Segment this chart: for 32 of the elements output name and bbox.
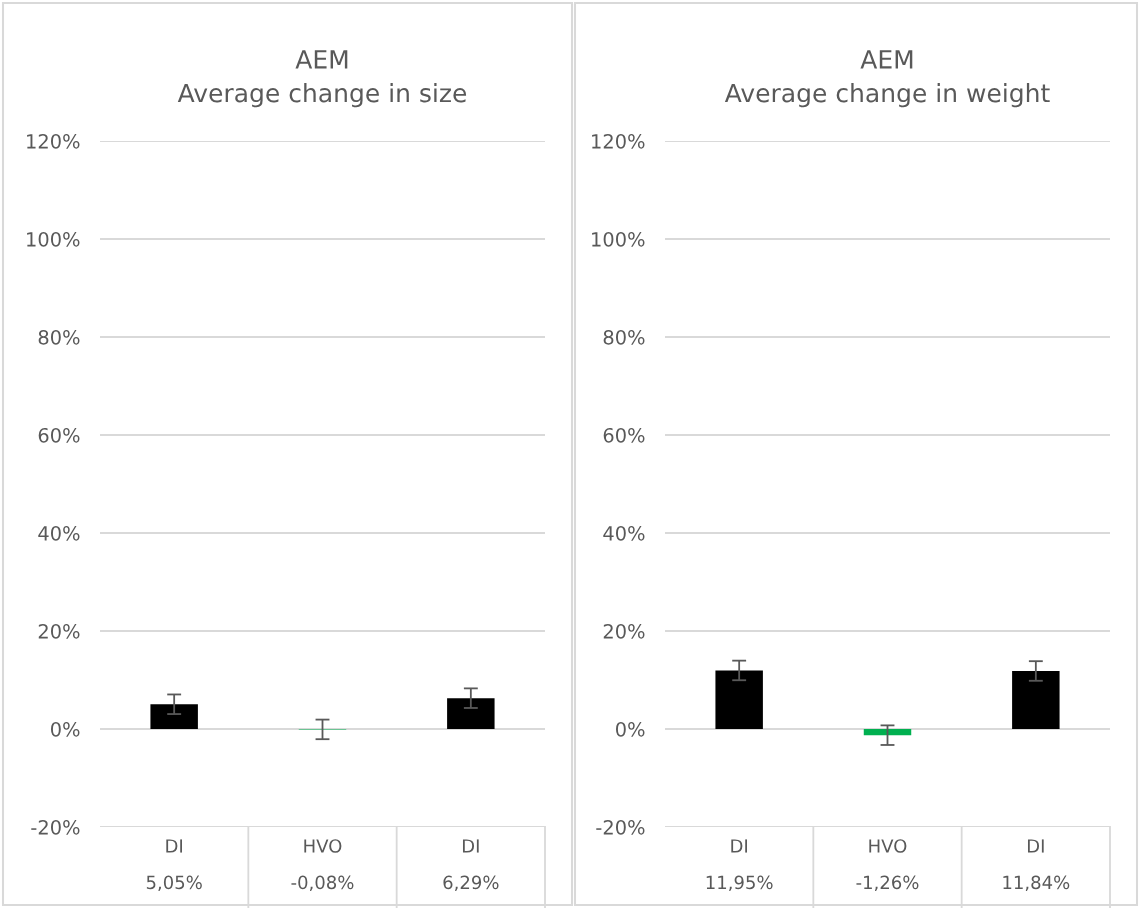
y-tick-label: -20% <box>31 819 80 835</box>
chart-title: AEM Average change in size <box>177 50 467 108</box>
y-tick-label: 60% <box>38 427 80 443</box>
x-tick-label: HVO <box>869 839 907 853</box>
y-tick-label: 100% <box>27 231 80 247</box>
y-tick-label: 40% <box>603 525 645 541</box>
data-label: 11,95% <box>706 875 773 892</box>
data-label: -0,08% <box>291 875 354 892</box>
y-tick-label: -20% <box>596 819 645 835</box>
data-label: 5,05% <box>146 875 202 892</box>
y-tick-label: 120% <box>27 133 80 149</box>
x-tick-label: DI <box>1027 839 1044 853</box>
bar <box>150 704 198 729</box>
x-tick-label: DI <box>731 839 748 853</box>
y-tick-label: 0% <box>50 721 80 737</box>
data-label: 11,84% <box>1003 875 1070 892</box>
x-tick-label: DI <box>166 839 183 853</box>
y-tick-label: 120% <box>592 133 645 149</box>
x-tick-label: HVO <box>304 839 342 853</box>
chart-title: AEM Average change in weight <box>724 50 1050 108</box>
y-tick-label: 80% <box>603 329 645 345</box>
y-tick-label: 80% <box>38 329 80 345</box>
y-tick-label: 100% <box>592 231 645 247</box>
bar <box>447 698 495 729</box>
y-tick-label: 20% <box>603 623 645 639</box>
y-tick-label: 60% <box>603 427 645 443</box>
data-label: 6,29% <box>443 875 499 892</box>
y-tick-label: 20% <box>38 623 80 639</box>
x-tick-label: DI <box>462 839 479 853</box>
y-tick-label: 0% <box>615 721 645 737</box>
data-label: -1,26% <box>856 875 919 892</box>
y-tick-label: 40% <box>38 525 80 541</box>
